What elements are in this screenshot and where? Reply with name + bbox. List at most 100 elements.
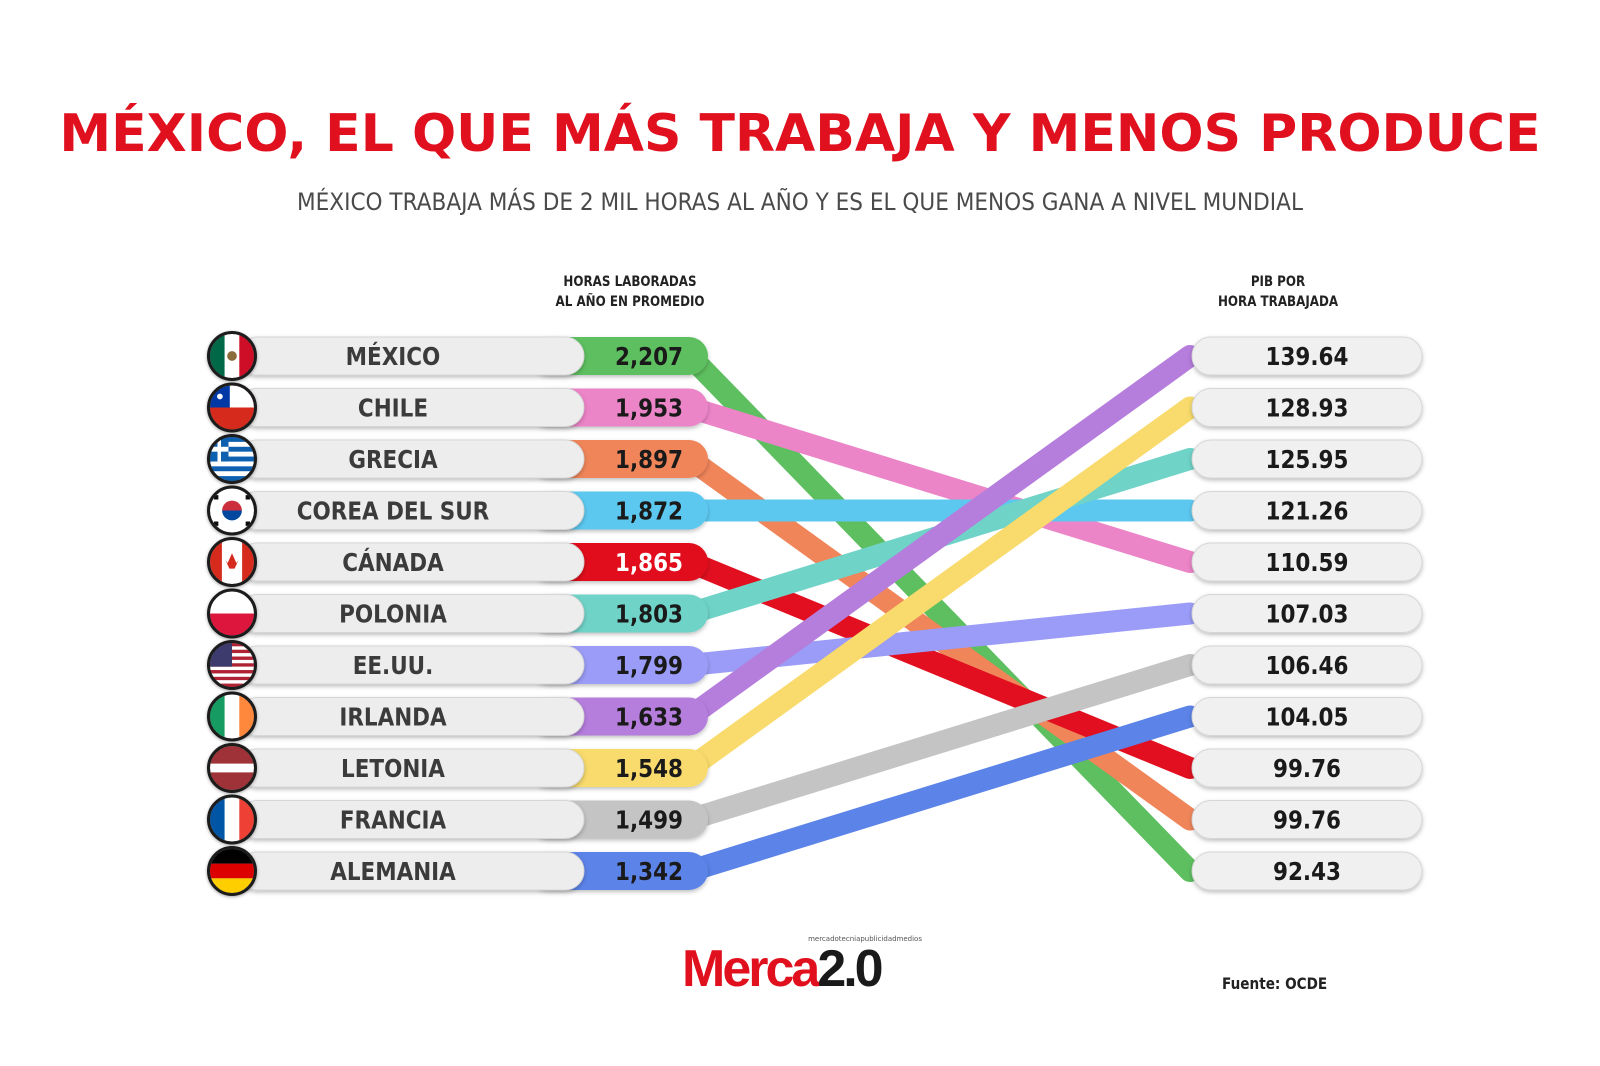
country-row: CHILE 1,953 bbox=[207, 382, 708, 433]
country-name: POLONIA bbox=[339, 600, 447, 629]
logo-wordmark: Merca2.0 bbox=[682, 939, 884, 999]
country-row: MÉXICO 2,207 bbox=[207, 331, 708, 381]
left-header-line-1: HORAS LABORADAS bbox=[563, 274, 697, 290]
hours-value: 1,799 bbox=[615, 651, 683, 680]
gdp-row: 128.93 bbox=[1191, 388, 1423, 427]
gdp-pill bbox=[1191, 336, 1423, 376]
hours-value: 1,872 bbox=[615, 497, 683, 526]
country-name: GRECIA bbox=[348, 445, 437, 474]
right-header-line-1: PIB POR bbox=[1250, 274, 1306, 290]
country-row: IRLANDA 1,633 bbox=[207, 691, 708, 742]
gdp-value: 92.43 bbox=[1273, 857, 1341, 886]
mexico-flag-icon bbox=[207, 331, 257, 381]
south-korea-flag-icon bbox=[207, 485, 257, 536]
hours-value: 1,803 bbox=[615, 600, 683, 629]
hours-value: 1,548 bbox=[615, 754, 683, 783]
gdp-pill bbox=[1191, 851, 1423, 891]
hours-value: 1,865 bbox=[615, 548, 683, 577]
country-name: IRLANDA bbox=[339, 703, 446, 732]
gdp-value: 99.76 bbox=[1273, 806, 1341, 835]
gdp-value: 107.03 bbox=[1266, 600, 1349, 629]
country-name: MÉXICO bbox=[346, 341, 441, 371]
connector-line bbox=[679, 345, 1201, 728]
gdp-value: 139.64 bbox=[1266, 342, 1349, 371]
gdp-row: 110.59 bbox=[1191, 542, 1423, 582]
canada-flag-icon bbox=[207, 537, 257, 587]
gdp-row: 106.46 bbox=[1191, 645, 1423, 685]
chart-subtitle: MÉXICO TRABAJA MÁS DE 2 MIL HORAS AL AÑO… bbox=[296, 188, 1304, 216]
chart-title: MÉXICO, EL QUE MÁS TRABAJA Y MENOS PRODU… bbox=[59, 104, 1541, 164]
hours-value: 2,207 bbox=[615, 342, 683, 371]
gdp-pill bbox=[1191, 748, 1423, 788]
gdp-value: 110.59 bbox=[1266, 548, 1349, 577]
merca-logo: mercadotecniapublicidadmedios Merca2.0 bbox=[682, 935, 922, 1005]
connector-line bbox=[679, 396, 1201, 779]
country-name: LETONIA bbox=[341, 754, 445, 783]
ireland-flag-icon bbox=[207, 691, 257, 742]
connector-line bbox=[679, 396, 1201, 573]
gdp-value: 121.26 bbox=[1266, 497, 1349, 526]
gdp-pill bbox=[1191, 439, 1423, 479]
country-name: ALEMANIA bbox=[330, 857, 456, 886]
logo-tagline: mercadotecniapublicidadmedios bbox=[808, 935, 922, 943]
country-row: ALEMANIA 1,342 bbox=[207, 846, 708, 896]
gdp-pill bbox=[1191, 697, 1423, 736]
left-header-line-2: AL AÑO EN PROMEDIO bbox=[555, 294, 705, 310]
latvia-flag-icon bbox=[207, 743, 257, 793]
hours-value: 1,897 bbox=[615, 445, 683, 474]
gdp-pill bbox=[1191, 388, 1423, 427]
country-row: FRANCIA 1,499 bbox=[207, 794, 708, 845]
country-name: CÁNADA bbox=[342, 547, 443, 577]
left-column-header: HORAS LABORADAS AL AÑO EN PROMEDIO bbox=[554, 272, 707, 312]
country-row: COREA DEL SUR 1,872 bbox=[207, 485, 708, 536]
right-header-line-2: HORA TRABAJADA bbox=[1217, 294, 1339, 310]
chile-flag-icon bbox=[207, 382, 257, 433]
hours-value: 1,633 bbox=[615, 703, 683, 732]
gdp-row: 104.05 bbox=[1191, 697, 1423, 736]
france-flag-icon bbox=[207, 794, 257, 845]
gdp-pill bbox=[1191, 645, 1423, 685]
gdp-value: 104.05 bbox=[1266, 703, 1349, 732]
country-name: CHILE bbox=[358, 394, 428, 423]
germany-flag-icon bbox=[207, 846, 257, 896]
gdp-pill bbox=[1191, 491, 1423, 530]
connector-line bbox=[679, 705, 1201, 882]
left-rows: MÉXICO 2,207 CHILE 1,953 GRECIA 1,897 COREA DE… bbox=[207, 331, 708, 896]
gdp-value: 106.46 bbox=[1266, 651, 1349, 680]
usa-flag-icon bbox=[207, 640, 257, 690]
country-row: CÁNADA 1,865 bbox=[207, 537, 708, 587]
gdp-row: 92.43 bbox=[1191, 851, 1423, 891]
gdp-value: 128.93 bbox=[1266, 394, 1349, 423]
country-row: GRECIA 1,897 bbox=[207, 434, 708, 484]
gdp-value: 99.76 bbox=[1273, 754, 1341, 783]
country-name: COREA DEL SUR bbox=[297, 497, 490, 526]
connector-lines bbox=[679, 345, 1201, 882]
source-note: Fuente: OCDE bbox=[1222, 974, 1328, 993]
country-row: LETONIA 1,548 bbox=[207, 743, 708, 793]
logo-red: Merca bbox=[682, 940, 820, 998]
gdp-row: 139.64 bbox=[1191, 336, 1423, 376]
connector-line bbox=[679, 654, 1201, 831]
country-name: FRANCIA bbox=[340, 806, 446, 835]
logo-dark: 2.0 bbox=[817, 940, 883, 998]
hours-value: 1,953 bbox=[615, 394, 683, 423]
right-pills: 139.64 128.93 125.95 121.26 110.59 107.03 106.… bbox=[1191, 336, 1423, 891]
gdp-row: 107.03 bbox=[1191, 594, 1423, 633]
hours-value: 1,499 bbox=[615, 806, 683, 835]
gdp-row: 125.95 bbox=[1191, 439, 1423, 479]
country-row: EE.UU. 1,799 bbox=[207, 640, 708, 690]
gdp-pill bbox=[1191, 800, 1423, 839]
greece-flag-icon bbox=[207, 434, 257, 484]
right-column-header: PIB POR HORA TRABAJADA bbox=[1202, 272, 1355, 312]
gdp-row: 121.26 bbox=[1191, 491, 1423, 530]
gdp-pill bbox=[1191, 594, 1423, 633]
country-row: POLONIA 1,803 bbox=[207, 588, 708, 639]
gdp-row: 99.76 bbox=[1191, 800, 1423, 839]
poland-flag-icon bbox=[207, 588, 257, 639]
hours-value: 1,342 bbox=[615, 857, 683, 886]
gdp-pill bbox=[1191, 542, 1423, 582]
gdp-value: 125.95 bbox=[1266, 445, 1349, 474]
gdp-row: 99.76 bbox=[1191, 748, 1423, 788]
country-name: EE.UU. bbox=[353, 651, 434, 680]
